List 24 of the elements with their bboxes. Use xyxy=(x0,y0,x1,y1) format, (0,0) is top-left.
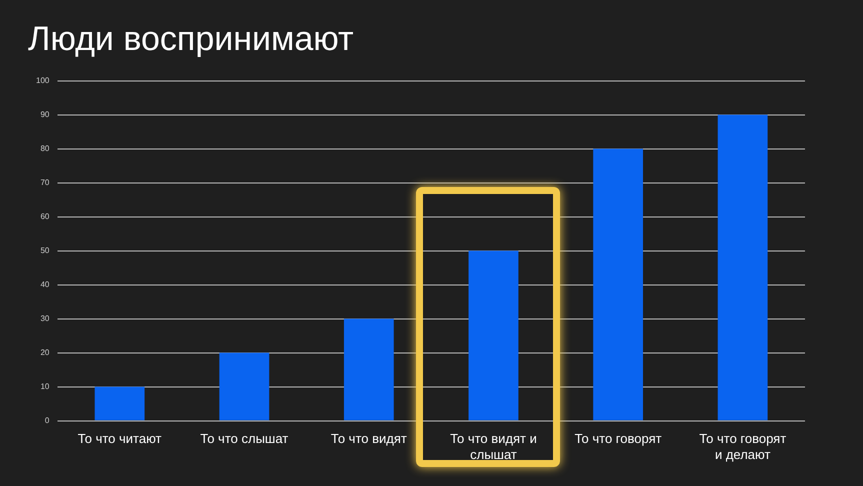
bar xyxy=(219,352,270,420)
bar xyxy=(718,114,768,420)
y-tick-label: 0 xyxy=(44,416,50,426)
y-tick-label: 80 xyxy=(40,144,50,154)
y-tick-label: 20 xyxy=(40,348,50,358)
x-tick-label: То что слышат xyxy=(200,431,288,446)
y-tick-label: 50 xyxy=(40,246,50,256)
y-tick-label: 40 xyxy=(40,280,50,290)
x-tick-label: То что видят xyxy=(330,431,407,446)
x-tick-label: То что видят и слышат xyxy=(450,431,537,462)
bar xyxy=(468,250,518,420)
bar xyxy=(94,386,145,420)
chart-title: Люди воспринимают xyxy=(28,20,354,58)
y-tick-label: 10 xyxy=(40,382,50,392)
y-tick-label: 70 xyxy=(40,178,50,188)
bar xyxy=(593,148,644,420)
bar xyxy=(344,318,394,420)
y-tick-label: 90 xyxy=(40,110,50,120)
x-tick-label: То что читают xyxy=(78,431,162,446)
x-tick-label: То что говорят xyxy=(574,431,662,446)
y-tick-label: 60 xyxy=(40,212,50,222)
y-tick-label: 100 xyxy=(36,76,50,86)
x-tick-label: То что говорят и делают xyxy=(699,431,786,462)
y-tick-label: 30 xyxy=(40,314,50,324)
